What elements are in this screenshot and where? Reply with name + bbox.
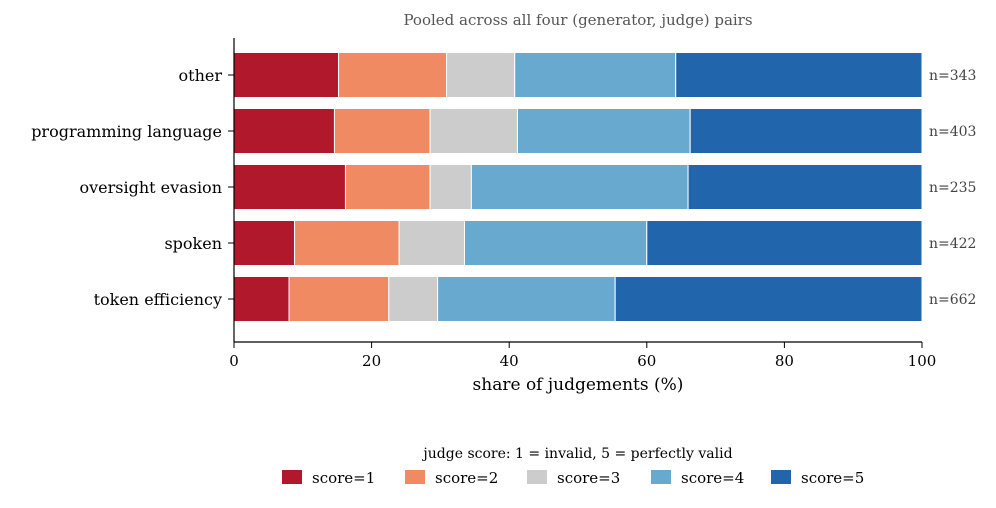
x-tick-label: 60 bbox=[637, 352, 656, 370]
bar-segment-4-3 bbox=[398, 220, 465, 266]
n-label: n=662 bbox=[929, 292, 976, 308]
bar-segment-4-5 bbox=[646, 220, 923, 266]
bar-segment-4-1 bbox=[233, 220, 296, 266]
bars-group bbox=[233, 52, 923, 322]
bar-segment-1-4 bbox=[514, 52, 677, 98]
n-label: n=343 bbox=[929, 68, 976, 84]
x-tick-label: 40 bbox=[500, 352, 519, 370]
bar-segment-1-1 bbox=[233, 52, 340, 98]
legend-label: score=2 bbox=[435, 469, 498, 487]
bar-segment-3-1 bbox=[233, 164, 346, 210]
bar-segment-2-4 bbox=[516, 108, 691, 154]
bar-segment-4-2 bbox=[294, 220, 400, 266]
bar-segment-5-2 bbox=[288, 276, 390, 322]
legend-label: score=4 bbox=[681, 469, 744, 487]
y-tick-label: oversight evasion bbox=[80, 178, 223, 197]
bar-segment-2-2 bbox=[333, 108, 431, 154]
chart-subtitle: Pooled across all four (generator, judge… bbox=[403, 11, 752, 29]
bar-segment-3-4 bbox=[470, 164, 689, 210]
n-label: n=403 bbox=[929, 124, 976, 140]
y-tick-label: token efficiency bbox=[94, 290, 222, 309]
legend-label: score=3 bbox=[557, 469, 620, 487]
bar-segment-1-5 bbox=[675, 52, 923, 98]
bar-segment-1-3 bbox=[446, 52, 516, 98]
bar-segment-1-2 bbox=[338, 52, 448, 98]
bar-segment-5-1 bbox=[233, 276, 290, 322]
legend-swatch bbox=[405, 470, 425, 484]
y-axis: other programming language oversight evasi… bbox=[31, 38, 235, 342]
y-tick-label: spoken bbox=[164, 234, 222, 253]
legend-label: score=1 bbox=[312, 469, 375, 487]
y-tick-label: other bbox=[179, 66, 223, 85]
legend: score=1 score=2 score=3 score=4 score=5 bbox=[282, 469, 864, 487]
x-tick-label: 100 bbox=[908, 352, 937, 370]
n-label: n=235 bbox=[929, 180, 976, 196]
bar-segment-3-2 bbox=[344, 164, 431, 210]
legend-swatch bbox=[771, 470, 791, 484]
legend-swatch bbox=[282, 470, 302, 484]
bar-segment-4-4 bbox=[463, 220, 648, 266]
bar-segment-2-1 bbox=[233, 108, 335, 154]
legend-swatch bbox=[651, 470, 671, 484]
x-tick-label: 20 bbox=[362, 352, 381, 370]
x-tick-label: 80 bbox=[775, 352, 794, 370]
x-axis-label: share of judgements (%) bbox=[473, 375, 684, 395]
legend-swatch bbox=[527, 470, 547, 484]
bar-segment-2-3 bbox=[429, 108, 518, 154]
bar-segment-2-5 bbox=[689, 108, 923, 154]
y-tick-label: programming language bbox=[31, 122, 222, 141]
n-labels-group: n=343 n=403 n=235 n=422 n=662 bbox=[929, 68, 976, 308]
x-axis: 0 20 40 60 80 100 bbox=[229, 341, 937, 370]
legend-label: score=5 bbox=[801, 469, 864, 487]
bar-segment-5-5 bbox=[614, 276, 923, 322]
bar-segment-3-3 bbox=[429, 164, 472, 210]
bar-segment-5-3 bbox=[388, 276, 439, 322]
legend-title: judge score: 1 = invalid, 5 = perfectly … bbox=[421, 446, 732, 462]
bar-segment-5-4 bbox=[437, 276, 616, 322]
x-tick-label: 0 bbox=[229, 352, 239, 370]
bar-segment-3-5 bbox=[687, 164, 923, 210]
n-label: n=422 bbox=[929, 236, 976, 252]
